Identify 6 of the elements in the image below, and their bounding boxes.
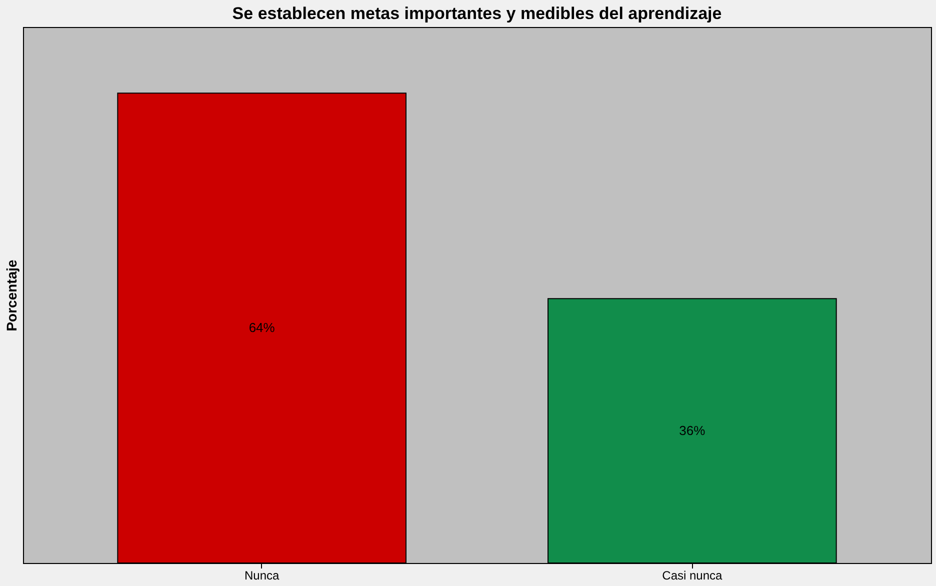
chart-title: Se establecen metas importantes y medibles del aprendizaje — [232, 4, 722, 23]
data-label: 64% — [248, 320, 276, 336]
y-axis-title: Porcentaje — [4, 259, 20, 332]
x-tick-label: Casi nunca — [662, 568, 723, 582]
data-label: 36% — [679, 422, 706, 438]
x-tick-label: Nunca — [244, 568, 280, 582]
